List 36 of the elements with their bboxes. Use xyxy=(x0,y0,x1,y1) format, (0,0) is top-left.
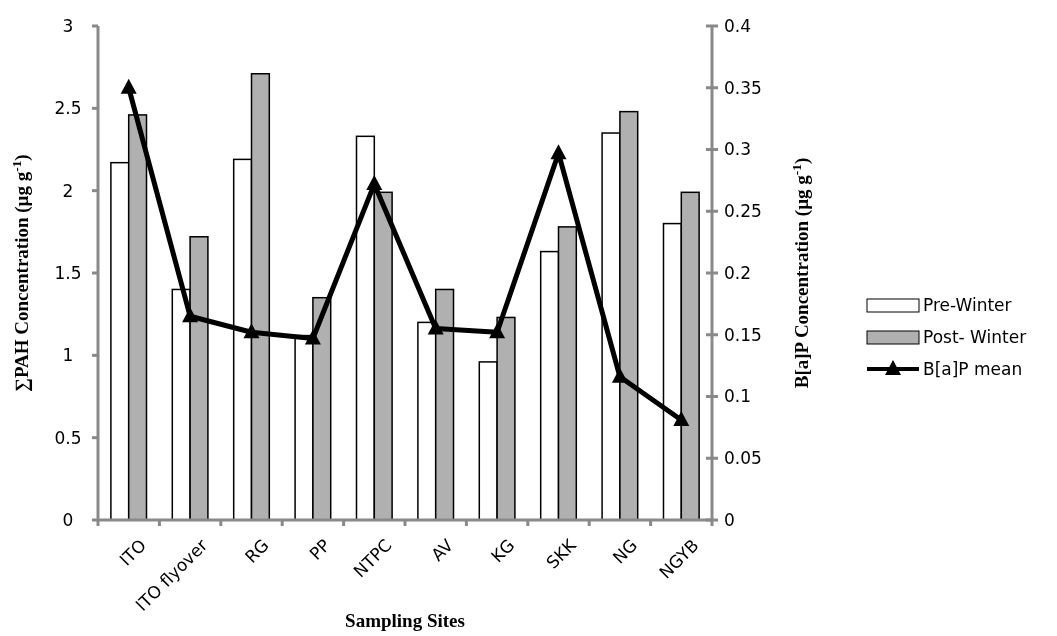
x-tick-label: KG xyxy=(487,535,519,567)
point xyxy=(550,144,567,160)
legend-label: Pre-Winter xyxy=(923,294,1012,315)
y2-tick-label: 0.3 xyxy=(724,139,752,160)
x-axis-title: Sampling Sites xyxy=(345,610,465,631)
x-tick-label: NG xyxy=(608,535,642,568)
y-tick-label: 0 xyxy=(62,509,74,530)
y-tick-label: 2.5 xyxy=(54,98,82,119)
legend-label: Post- Winter xyxy=(923,326,1027,347)
y2-tick-label: 0.35 xyxy=(724,77,762,98)
y2-tick-label: 0.25 xyxy=(724,201,762,222)
x-tick-label: PP xyxy=(305,535,335,564)
point xyxy=(120,78,137,94)
point xyxy=(489,323,506,339)
y-tick-label: 1 xyxy=(62,345,74,366)
x-tick-label: AV xyxy=(427,534,458,565)
y2-tick-label: 0.1 xyxy=(724,386,752,407)
point xyxy=(243,323,260,339)
y2-tick-label: 0.15 xyxy=(724,324,762,345)
y2-tick-label: 0.2 xyxy=(724,262,752,283)
point xyxy=(304,329,321,345)
y2-tick-label: 0 xyxy=(724,509,735,530)
point xyxy=(366,175,383,191)
x-tick-label: RG xyxy=(240,535,273,567)
y-tick-label: 1.5 xyxy=(54,262,82,283)
legend-label: B[a]P mean xyxy=(923,358,1023,379)
y-tick-label: 0.5 xyxy=(54,427,82,448)
point xyxy=(611,367,628,383)
y2-tick-label: 0.05 xyxy=(724,448,762,469)
y2-tick-label: 0.4 xyxy=(724,15,752,36)
y-tick-label: 3 xyxy=(62,15,74,36)
point xyxy=(427,319,444,335)
x-tick-label: ITO xyxy=(115,535,150,570)
point xyxy=(673,410,690,426)
point xyxy=(182,307,199,323)
y-tick-label: 2 xyxy=(62,180,74,201)
